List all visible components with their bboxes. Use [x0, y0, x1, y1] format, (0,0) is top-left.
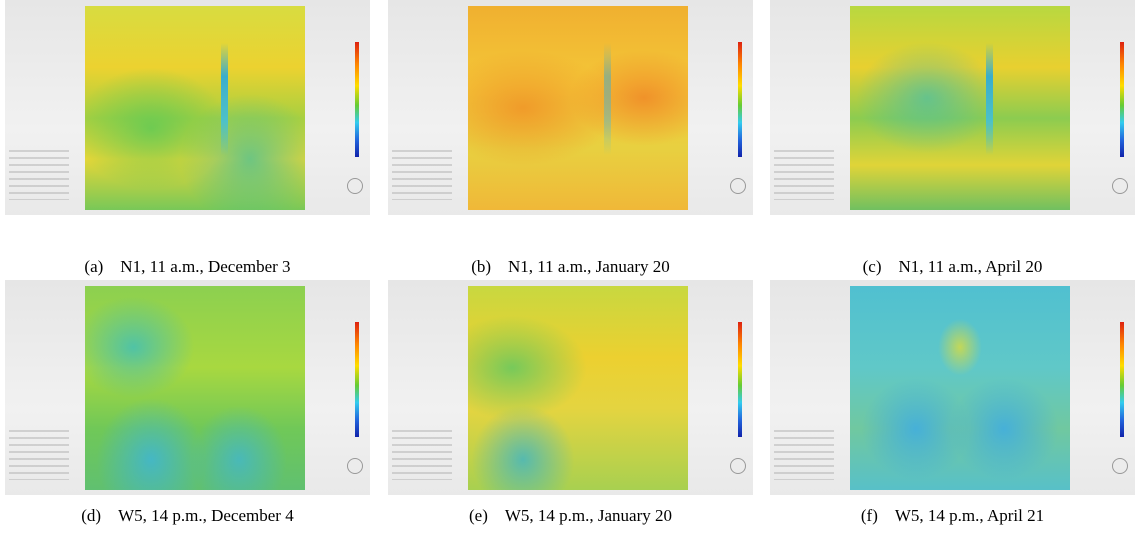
screenshot-panel: [388, 280, 753, 495]
colorbar: [738, 42, 742, 157]
caption: (d) W5, 14 p.m., December 4: [5, 506, 370, 526]
scan-map: [850, 286, 1070, 490]
panel-label: (f): [860, 506, 878, 525]
screenshot-panel: [5, 280, 370, 495]
colorbar: [1120, 322, 1124, 437]
caption: (a) N1, 11 a.m., December 3: [5, 257, 370, 277]
caption-text: W5, 14 p.m., December 4: [118, 506, 294, 525]
screenshot-panel: [5, 0, 370, 215]
panel-label: (a): [84, 257, 104, 276]
panel-label: (c): [862, 257, 882, 276]
caption: (c) N1, 11 a.m., April 20: [770, 257, 1135, 277]
caption: (b) N1, 11 a.m., January 20: [388, 257, 753, 277]
caption-text: N1, 11 a.m., December 3: [120, 257, 291, 276]
scan-map: [85, 6, 305, 210]
colorbar: [1120, 42, 1124, 157]
scan-map: [850, 6, 1070, 210]
caption-text: W5, 14 p.m., April 21: [894, 506, 1045, 525]
colorbar: [738, 322, 742, 437]
scan-map: [468, 286, 688, 490]
scan-map: [85, 286, 305, 490]
panel-label: (d): [81, 506, 102, 525]
scan-map: [468, 6, 688, 210]
panel-label: (b): [471, 257, 492, 276]
screenshot-panel: [388, 0, 753, 215]
screenshot-panel: [770, 280, 1135, 495]
caption-text: N1, 11 a.m., January 20: [508, 257, 670, 276]
panel-label: (e): [468, 506, 488, 525]
colorbar: [355, 42, 359, 157]
caption: (e) W5, 14 p.m., January 20: [388, 506, 753, 526]
caption-text: N1, 11 a.m., April 20: [898, 257, 1043, 276]
colorbar: [355, 322, 359, 437]
caption-text: W5, 14 p.m., January 20: [504, 506, 672, 525]
screenshot-panel: [770, 0, 1135, 215]
caption: (f) W5, 14 p.m., April 21: [770, 506, 1135, 526]
